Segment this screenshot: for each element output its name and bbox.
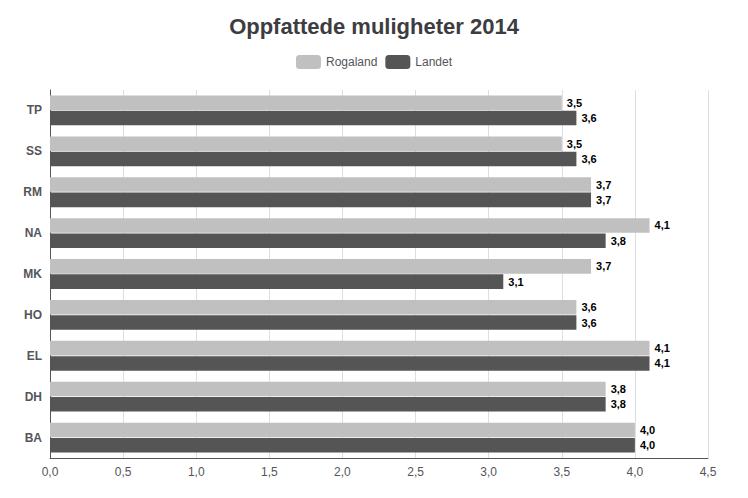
svg-text:3,6: 3,6 bbox=[581, 112, 596, 124]
svg-text:3,6: 3,6 bbox=[581, 153, 596, 165]
svg-text:3,8: 3,8 bbox=[611, 235, 626, 247]
svg-text:4,0: 4,0 bbox=[640, 439, 655, 451]
svg-text:3,5: 3,5 bbox=[553, 465, 570, 479]
svg-text:3,7: 3,7 bbox=[596, 179, 611, 191]
svg-text:3,6: 3,6 bbox=[581, 317, 596, 329]
svg-text:DH: DH bbox=[25, 390, 42, 404]
svg-text:MK: MK bbox=[23, 267, 42, 281]
svg-text:1,5: 1,5 bbox=[261, 465, 278, 479]
svg-text:RM: RM bbox=[23, 185, 42, 199]
svg-text:4,5: 4,5 bbox=[700, 465, 717, 479]
svg-text:3,5: 3,5 bbox=[567, 138, 582, 150]
svg-text:2,0: 2,0 bbox=[334, 465, 351, 479]
svg-text:3,0: 3,0 bbox=[480, 465, 497, 479]
svg-text:4,1: 4,1 bbox=[655, 219, 670, 231]
svg-text:3,5: 3,5 bbox=[567, 97, 582, 109]
svg-text:Landet: Landet bbox=[415, 55, 452, 69]
svg-text:3,7: 3,7 bbox=[596, 260, 611, 272]
svg-text:3,7: 3,7 bbox=[596, 194, 611, 206]
svg-text:HO: HO bbox=[24, 308, 42, 322]
svg-text:1,0: 1,0 bbox=[188, 465, 205, 479]
svg-text:NA: NA bbox=[25, 226, 43, 240]
svg-text:EL: EL bbox=[27, 349, 42, 363]
svg-text:0,0: 0,0 bbox=[42, 465, 59, 479]
svg-text:SS: SS bbox=[26, 144, 42, 158]
svg-text:2,5: 2,5 bbox=[407, 465, 424, 479]
svg-text:3,1: 3,1 bbox=[508, 276, 523, 288]
svg-text:BA: BA bbox=[25, 431, 43, 445]
svg-text:0,5: 0,5 bbox=[115, 465, 132, 479]
svg-text:3,6: 3,6 bbox=[581, 301, 596, 313]
svg-text:TP: TP bbox=[27, 103, 42, 117]
svg-text:Oppfattede muligheter 2014: Oppfattede muligheter 2014 bbox=[229, 14, 520, 39]
svg-text:4,0: 4,0 bbox=[627, 465, 644, 479]
svg-text:3,8: 3,8 bbox=[611, 398, 626, 410]
svg-text:4,0: 4,0 bbox=[640, 424, 655, 436]
svg-text:4,1: 4,1 bbox=[655, 342, 670, 354]
svg-text:3,8: 3,8 bbox=[611, 383, 626, 395]
svg-text:4,1: 4,1 bbox=[655, 357, 670, 369]
svg-text:Rogaland: Rogaland bbox=[326, 55, 377, 69]
